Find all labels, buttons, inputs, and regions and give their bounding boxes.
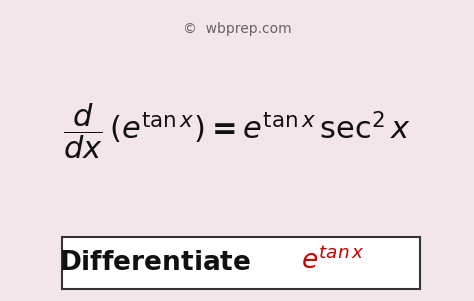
Text: ©  wbprep.com: © wbprep.com	[182, 22, 292, 36]
FancyBboxPatch shape	[62, 237, 420, 289]
Text: $\dfrac{d}{dx}\,(e^{\mathrm{tan\,}x}) \mathbf{=} e^{\mathrm{tan\,}x}\,\mathrm{se: $\dfrac{d}{dx}\,(e^{\mathrm{tan\,}x}) \m…	[63, 101, 411, 161]
Text: $e^{\mathregular{tan\,x}}$: $e^{\mathregular{tan\,x}}$	[301, 247, 365, 275]
Text: $\mathbf{Differentiate}$: $\mathbf{Differentiate}$	[59, 250, 251, 276]
